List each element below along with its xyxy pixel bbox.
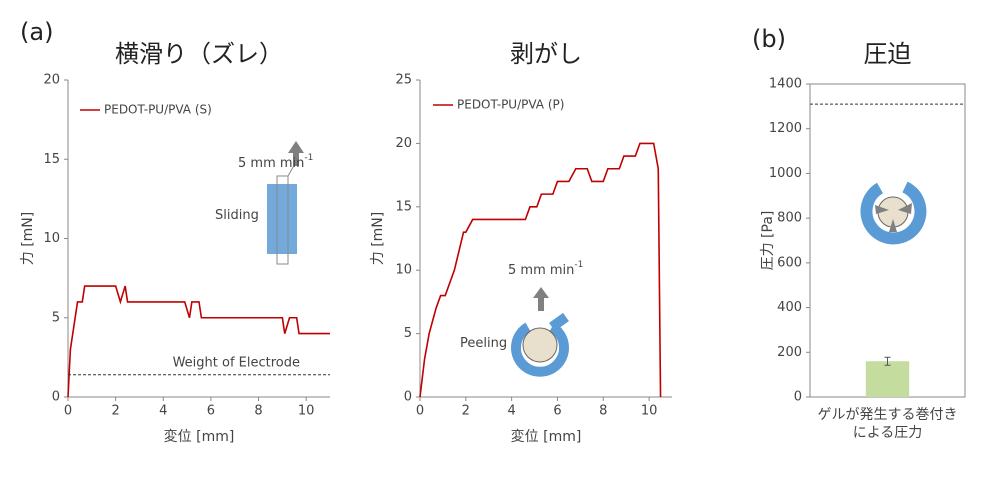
y-tick-label: 0 bbox=[794, 390, 802, 405]
y-tick-label: 800 bbox=[777, 211, 802, 226]
annotation: Sliding bbox=[215, 208, 259, 223]
legend-label: PEDOT-PU/PVA (S) bbox=[104, 103, 212, 117]
x-tick-label: 6 bbox=[207, 404, 215, 419]
annotation: Peeling bbox=[460, 336, 507, 351]
data-line bbox=[419, 142, 662, 398]
sliding-icon bbox=[267, 141, 304, 265]
annotation-sup: -1 bbox=[574, 260, 583, 270]
panel-label: (b) bbox=[752, 25, 786, 53]
x-tick-label: 4 bbox=[159, 404, 167, 419]
x-tick-label: 0 bbox=[416, 404, 424, 419]
x-tick-line: による圧力 bbox=[853, 425, 923, 441]
annotation-sup: -1 bbox=[304, 153, 313, 163]
x-axis-label: 変位 [mm] bbox=[164, 428, 235, 445]
annotation-text: 5 mm min bbox=[508, 263, 574, 278]
annotation: 5 mm min-1 bbox=[238, 153, 313, 171]
y-tick-label: 25 bbox=[395, 73, 412, 88]
annotation-text: 5 mm min bbox=[238, 156, 304, 171]
annotation: 5 mm min-1 bbox=[508, 260, 583, 278]
y-tick-label: 400 bbox=[777, 300, 802, 315]
y-tick-label: 1000 bbox=[769, 166, 802, 181]
chart-title: 剥がし bbox=[510, 40, 582, 68]
y-tick-label: 1200 bbox=[769, 121, 802, 136]
bar bbox=[865, 361, 910, 397]
y-tick-label: 20 bbox=[395, 136, 412, 151]
x-tick-label: 0 bbox=[64, 404, 72, 419]
compression-icon bbox=[860, 181, 927, 245]
y-tick-label: 1400 bbox=[769, 77, 802, 92]
panel-label: (a) bbox=[20, 18, 53, 46]
y-tick-label: 10 bbox=[395, 263, 412, 278]
data-line bbox=[67, 285, 330, 398]
x-tick-label: 4 bbox=[507, 404, 515, 419]
y-tick-label: 600 bbox=[777, 255, 802, 270]
x-tick-label: 2 bbox=[111, 404, 119, 419]
x-tick-label: 8 bbox=[254, 404, 262, 419]
y-tick-label: 15 bbox=[395, 199, 412, 214]
y-axis-label: 力 [mN] bbox=[370, 212, 386, 265]
x-tick-label: 8 bbox=[599, 404, 607, 419]
annotation-text: Sliding bbox=[215, 208, 259, 223]
y-axis-label: 力 [mN] bbox=[20, 212, 36, 265]
chart-title: 圧迫 bbox=[864, 40, 912, 68]
legend-label: PEDOT-PU/PVA (P) bbox=[457, 98, 564, 112]
y-tick-label: 20 bbox=[43, 73, 60, 88]
x-tick-label: 10 bbox=[641, 404, 658, 419]
y-tick-label: 5 bbox=[52, 310, 60, 325]
x-tick-label: 6 bbox=[553, 404, 561, 419]
y-tick-label: 10 bbox=[43, 231, 60, 246]
error-bar bbox=[884, 356, 891, 366]
y-tick-label: 0 bbox=[404, 390, 412, 405]
x-axis-label: 変位 [mm] bbox=[511, 428, 582, 445]
chart-title: 横滑り（ズレ） bbox=[115, 40, 283, 68]
annotation-text: Peeling bbox=[460, 336, 507, 351]
y-tick-label: 200 bbox=[777, 345, 802, 360]
y-tick-label: 5 bbox=[404, 326, 412, 341]
y-tick-label: 0 bbox=[52, 390, 60, 405]
y-axis-label: 圧力 [Pa] bbox=[760, 211, 776, 271]
peeling-icon bbox=[511, 287, 569, 377]
x-tick-label: 10 bbox=[298, 404, 315, 419]
y-tick-label: 15 bbox=[43, 152, 60, 167]
reference-label: Weight of Electrode bbox=[173, 355, 300, 370]
x-tick-label: ゲルが発生する巻付きによる圧力 bbox=[818, 407, 958, 441]
x-tick-line: ゲルが発生する巻付き bbox=[818, 407, 958, 423]
x-tick-label: 2 bbox=[462, 404, 470, 419]
